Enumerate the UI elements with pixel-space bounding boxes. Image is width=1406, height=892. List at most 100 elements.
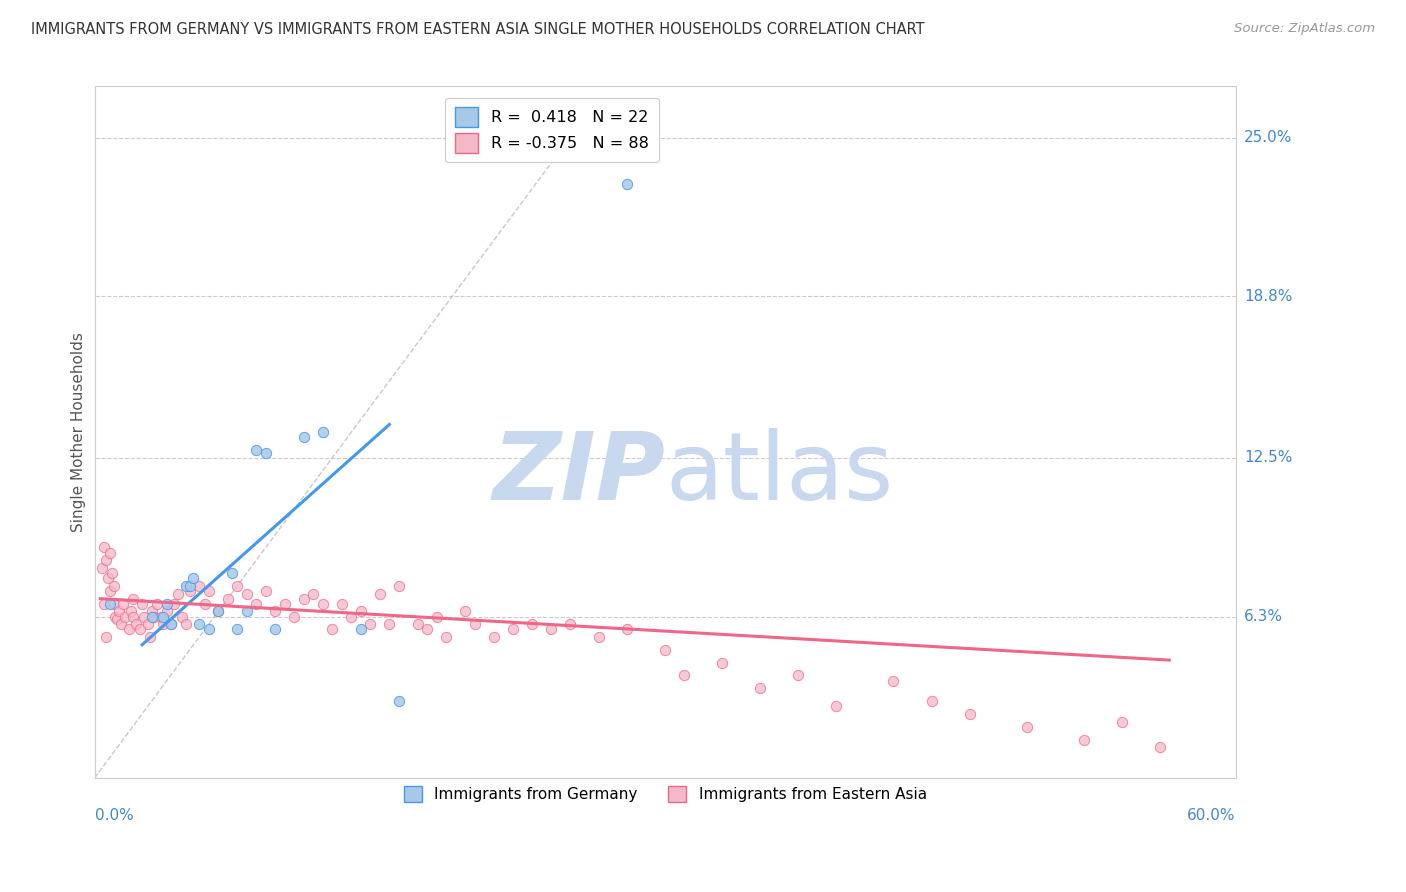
Point	[654, 643, 676, 657]
Point	[183, 571, 205, 585]
Point	[1149, 740, 1171, 755]
Point	[163, 597, 186, 611]
Point	[482, 630, 505, 644]
Point	[1073, 732, 1095, 747]
Point	[454, 604, 477, 618]
Point	[330, 597, 353, 611]
Point	[292, 591, 315, 606]
Point	[98, 583, 121, 598]
Point	[114, 609, 136, 624]
Point	[121, 591, 143, 606]
Point	[93, 541, 115, 555]
Text: Source: ZipAtlas.com: Source: ZipAtlas.com	[1234, 22, 1375, 36]
Point	[616, 177, 638, 191]
Point	[188, 579, 211, 593]
Point	[156, 604, 179, 618]
Point	[197, 623, 219, 637]
Point	[98, 597, 121, 611]
Point	[1015, 720, 1038, 734]
Point	[558, 617, 581, 632]
Point	[350, 604, 373, 618]
Point	[93, 597, 115, 611]
Point	[312, 425, 335, 439]
Point	[378, 617, 401, 632]
Point	[416, 623, 439, 637]
Point	[152, 617, 174, 632]
Point	[388, 694, 411, 708]
Text: 18.8%: 18.8%	[1244, 289, 1292, 304]
Text: ZIP: ZIP	[492, 427, 665, 520]
Point	[112, 597, 135, 611]
Y-axis label: Single Mother Households: Single Mother Households	[72, 332, 86, 533]
Point	[825, 699, 848, 714]
Point	[673, 668, 696, 682]
Point	[436, 630, 458, 644]
Point	[120, 604, 142, 618]
Point	[156, 597, 179, 611]
Point	[540, 623, 562, 637]
Point	[118, 623, 141, 637]
Point	[406, 617, 429, 632]
Text: 60.0%: 60.0%	[1188, 808, 1236, 823]
Point	[302, 586, 325, 600]
Point	[217, 591, 239, 606]
Point	[321, 623, 343, 637]
Point	[129, 623, 152, 637]
Point	[179, 579, 201, 593]
Point	[959, 706, 981, 721]
Point	[141, 609, 163, 624]
Point	[110, 617, 132, 632]
Point	[264, 623, 287, 637]
Text: 0.0%: 0.0%	[94, 808, 134, 823]
Point	[221, 566, 243, 580]
Point	[125, 617, 148, 632]
Point	[235, 586, 257, 600]
Point	[207, 604, 229, 618]
Point	[138, 630, 160, 644]
Point	[136, 617, 159, 632]
Point	[749, 681, 772, 696]
Point	[1111, 714, 1133, 729]
Point	[104, 609, 127, 624]
Point	[159, 617, 181, 632]
Point	[167, 586, 190, 600]
Point	[152, 609, 174, 624]
Point	[882, 673, 904, 688]
Point	[426, 609, 449, 624]
Point	[100, 566, 122, 580]
Point	[226, 623, 249, 637]
Legend: Immigrants from Germany, Immigrants from Eastern Asia: Immigrants from Germany, Immigrants from…	[398, 780, 934, 808]
Point	[97, 571, 120, 585]
Point	[226, 579, 249, 593]
Point	[254, 583, 277, 598]
Point	[142, 609, 165, 624]
Text: atlas: atlas	[665, 427, 893, 520]
Point	[174, 579, 197, 593]
Point	[264, 604, 287, 618]
Point	[150, 609, 173, 624]
Point	[292, 430, 315, 444]
Point	[103, 597, 125, 611]
Point	[787, 668, 810, 682]
Point	[132, 609, 155, 624]
Point	[103, 579, 125, 593]
Point	[368, 586, 391, 600]
Point	[207, 604, 229, 618]
Point	[159, 617, 181, 632]
Point	[94, 553, 117, 567]
Text: 25.0%: 25.0%	[1244, 130, 1292, 145]
Point	[312, 597, 335, 611]
Point	[274, 597, 297, 611]
Point	[105, 612, 128, 626]
Text: IMMIGRANTS FROM GERMANY VS IMMIGRANTS FROM EASTERN ASIA SINGLE MOTHER HOUSEHOLDS: IMMIGRANTS FROM GERMANY VS IMMIGRANTS FR…	[31, 22, 925, 37]
Point	[131, 597, 153, 611]
Point	[340, 609, 363, 624]
Point	[245, 443, 267, 458]
Point	[520, 617, 543, 632]
Point	[359, 617, 381, 632]
Point	[179, 583, 201, 598]
Point	[588, 630, 610, 644]
Point	[921, 694, 943, 708]
Point	[194, 597, 217, 611]
Text: 12.5%: 12.5%	[1244, 450, 1292, 466]
